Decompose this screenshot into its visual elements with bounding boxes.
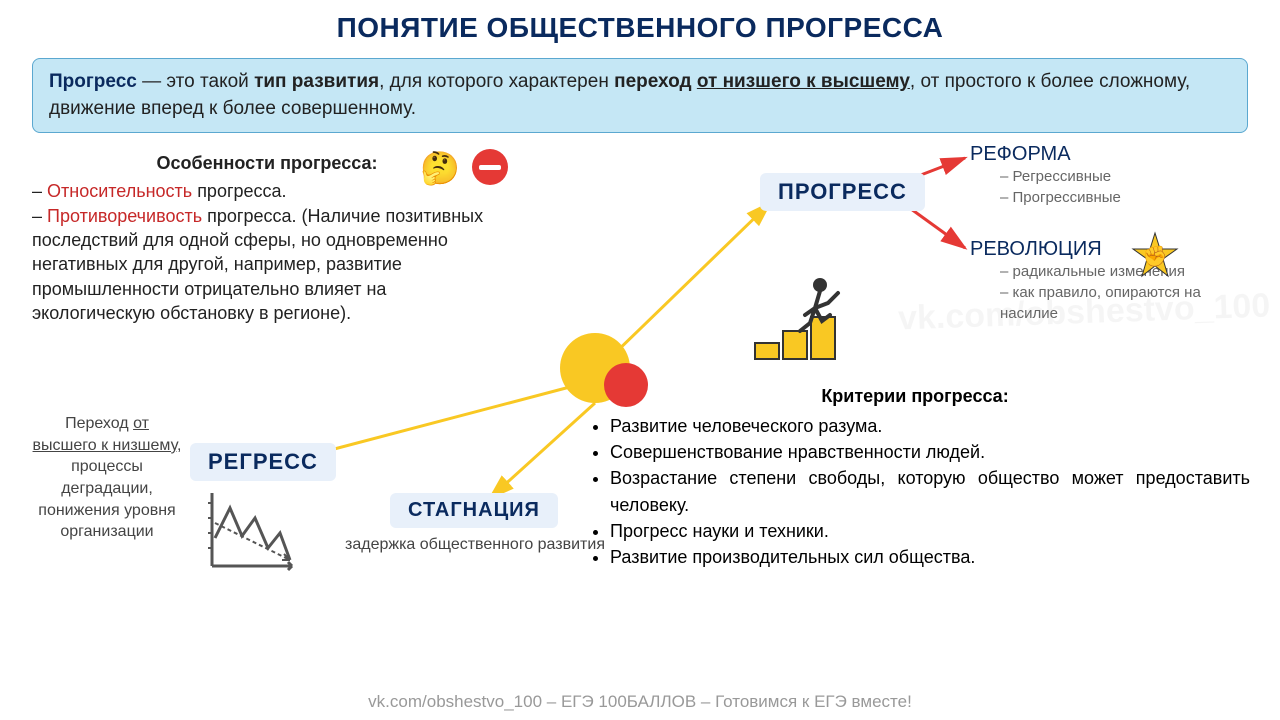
list-item: Развитие производительных сил общества. xyxy=(610,544,1250,570)
thinking-icon: 🤔 xyxy=(420,149,460,187)
criteria-header: Критерии прогресса: xyxy=(580,383,1250,409)
stagnation-description: задержка общественного развития xyxy=(340,535,610,556)
definition-box: Прогресс — это такой тип развития, для к… xyxy=(32,58,1248,133)
reform-title: РЕФОРМА xyxy=(970,143,1121,166)
list-item: Совершенствование нравственности людей. xyxy=(610,439,1250,465)
list-item: Возрастание степени свободы, которую общ… xyxy=(610,465,1250,517)
no-entry-icon xyxy=(472,149,508,185)
def-term: Прогресс xyxy=(49,71,137,92)
page-title: ПОНЯТИЕ ОБЩЕСТВЕННОГО ПРОГРЕССА xyxy=(0,0,1280,52)
progress-label: ПРОГРЕСС xyxy=(760,173,925,211)
regress-description: Переход от высшего к низшему, процессы д… xyxy=(32,413,182,543)
stagnation-label: СТАГНАЦИЯ xyxy=(390,493,558,528)
content-area: vk.com/obshestvo_100 Особенности прогрес… xyxy=(0,143,1280,663)
list-item: Развитие человеческого разума. xyxy=(610,413,1250,439)
revolution-block: РЕВОЛЮЦИЯ – радикальные изменения – как … xyxy=(970,238,1260,324)
criteria-block: Критерии прогресса: Развитие человеческо… xyxy=(580,383,1250,570)
reform-block: РЕФОРМА – Регрессивные – Прогрессивные xyxy=(970,143,1121,208)
svg-text:✊: ✊ xyxy=(1143,245,1168,268)
criteria-list: Развитие человеческого разума. Совершенс… xyxy=(610,413,1250,570)
runner-steps-icon xyxy=(750,273,860,368)
declining-chart-icon xyxy=(200,488,300,583)
regress-label: РЕГРЕСС xyxy=(190,443,336,481)
fist-star-icon: ✊ xyxy=(1130,231,1180,291)
list-item: Прогресс науки и техники. xyxy=(610,518,1250,544)
footer-text: vk.com/obshestvo_100 – ЕГЭ 100БАЛЛОВ – Г… xyxy=(0,692,1280,712)
revolution-title: РЕВОЛЮЦИЯ xyxy=(970,238,1260,261)
